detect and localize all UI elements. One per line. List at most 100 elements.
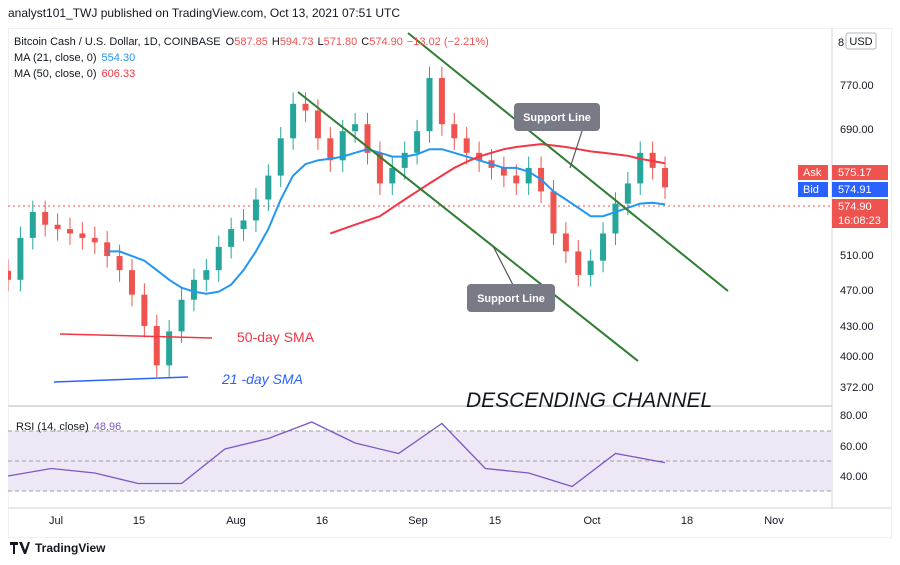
ma21-legend-value: 554.30 (102, 52, 136, 64)
support-callout-bottom: Support Line (467, 245, 555, 312)
brand-name: TradingView (35, 541, 106, 555)
lower-trendline (297, 91, 639, 362)
legend-low: 571.80 (324, 36, 358, 48)
last-price-value: 574.90 (838, 201, 872, 213)
price-tick: 372.00 (840, 382, 874, 394)
currency-badge[interactable] (845, 32, 877, 50)
candle-body (203, 270, 210, 280)
ma21-legend-label: MA (21, close, 0) (14, 52, 97, 64)
candle-body (624, 183, 631, 204)
price-tick: 690.00 (840, 124, 874, 136)
candle-body (525, 167, 532, 184)
candle-body (240, 220, 247, 230)
candle-body (414, 131, 421, 153)
candle-body (166, 331, 173, 366)
candle-body (352, 124, 359, 132)
candle-body (265, 175, 272, 200)
rsi-tick: 40.00 (840, 471, 868, 483)
rsi-legend: RSI (14, close) 48.96 (16, 421, 121, 433)
ask-value: 575.17 (838, 167, 872, 179)
candle-body (587, 260, 594, 275)
time-tick: Sep (408, 515, 428, 527)
candle-body (451, 124, 458, 139)
candle-body (438, 77, 445, 125)
candle-body (302, 103, 309, 111)
candle-body (463, 138, 470, 153)
rsi-line (7, 421, 666, 488)
candle-body (29, 211, 36, 238)
support-label-bottom: Support Line (477, 293, 545, 305)
candle-body (277, 138, 284, 176)
bid-value: 574.91 (838, 184, 872, 196)
tradingview-logo-icon (10, 542, 30, 554)
candle-body (600, 233, 607, 261)
candle-body (42, 211, 49, 225)
time-tick: 16 (316, 515, 328, 527)
time-tick: 15 (133, 515, 145, 527)
sma21-marker-line (53, 376, 189, 383)
candle-body (401, 152, 408, 168)
legend-symbol: Bitcoin Cash / U.S. Dollar, 1D, COINBASE (14, 36, 221, 48)
svg-text:MA (21, close, 0)554.30: MA (21, close, 0) 554.30 (14, 52, 135, 64)
legend-high: 594.73 (280, 36, 314, 48)
time-tick: Nov (764, 515, 784, 527)
candle-body (228, 229, 235, 247)
legend: Bitcoin Cash / U.S. Dollar, 1D, COINBASE… (14, 36, 489, 80)
price-axis: 8 USD 770.00 690.00 510.00 470.00 430.00… (838, 32, 877, 483)
candle-body (190, 279, 197, 300)
legend-close: 574.90 (369, 36, 403, 48)
support-callout-top: Support Line (514, 103, 600, 169)
sma21-label: 21 -day SMA (221, 371, 303, 387)
channel-label: DESCENDING CHANNEL (466, 389, 712, 412)
candle-body (376, 152, 383, 184)
candle-body (364, 124, 371, 153)
time-tick: 15 (489, 515, 501, 527)
rsi-tick: 60.00 (840, 441, 868, 453)
candle-body (91, 237, 98, 243)
candle-body (141, 294, 148, 326)
price-tick: 400.00 (840, 351, 874, 363)
candle-body (637, 152, 644, 184)
ma50-legend-label: MA (50, close, 0) (14, 68, 97, 80)
svg-text:MA (50, close, 0)606.33: MA (50, close, 0) 606.33 (14, 68, 135, 80)
candle-body (17, 237, 24, 280)
ma-lines-layer (107, 143, 666, 295)
price-tick: 470.00 (840, 285, 874, 297)
candle-body (389, 167, 396, 184)
candle-body (500, 167, 507, 176)
candle-body (153, 325, 160, 366)
time-tick: Jul (49, 515, 63, 527)
svg-text:Bitcoin Cash / U.S. Dollar, 1D: Bitcoin Cash / U.S. Dollar, 1D, COINBASE… (14, 36, 489, 48)
legend-change: −13.02 (−2.21%) (407, 36, 489, 48)
ask-bid-badges: Ask 575.17 Bid 574.91 574.90 16:08:23 (798, 165, 888, 228)
brand-footer[interactable]: TradingView (10, 541, 105, 555)
candle-body (290, 103, 297, 139)
chart-frame: Support Line Support Line 50-day SMA 21 … (5, 27, 893, 539)
candle-body (215, 246, 222, 271)
legend-open: 587.85 (234, 36, 268, 48)
candle-body (612, 203, 619, 234)
candle-body (662, 167, 669, 188)
candle-body (562, 233, 569, 252)
time-tick: Aug (226, 515, 246, 527)
candle-body (128, 270, 135, 295)
price-tick-top: 8 (838, 37, 844, 49)
bid-label: Bid (803, 184, 819, 196)
support-label-top: Support Line (523, 112, 591, 124)
candle-body (66, 229, 73, 234)
candle-body (426, 77, 433, 132)
candle-body (116, 256, 123, 271)
ma21-line (107, 148, 666, 295)
candle-body (327, 138, 334, 161)
ma50-legend-value: 606.33 (102, 68, 136, 80)
time-tick: 18 (681, 515, 693, 527)
upper-trendline (407, 32, 729, 292)
candle-body (79, 233, 86, 238)
sma50-label: 50-day SMA (237, 329, 315, 345)
candle-body (104, 242, 111, 257)
price-chart[interactable]: Support Line Support Line 50-day SMA 21 … (5, 27, 893, 539)
published-caption: analyst101_TWJ published on TradingView.… (8, 6, 400, 20)
candle-body (314, 110, 321, 139)
rsi-tick: 80.00 (840, 410, 868, 422)
candle-body (178, 299, 185, 332)
